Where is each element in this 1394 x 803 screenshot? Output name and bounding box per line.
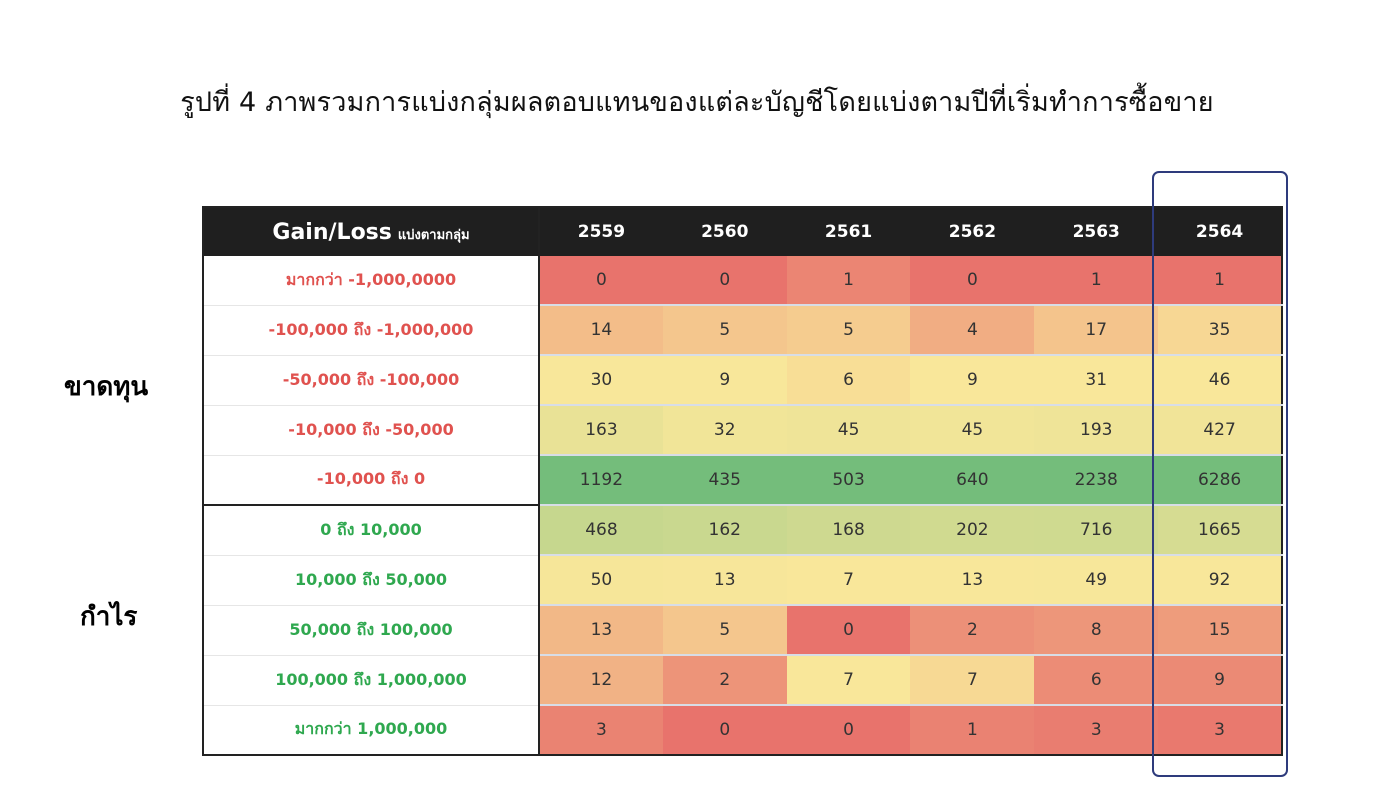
year-header-2564: 2564	[1158, 207, 1282, 256]
heat-cell: 9	[910, 355, 1035, 406]
table-row: 10,000 ถึง 50,000 50 13 7 13 49 92	[203, 555, 1282, 606]
year-header-2562: 2562	[910, 207, 1035, 256]
heat-cell: 1	[786, 256, 911, 306]
heat-cell: 168	[786, 504, 911, 556]
group-label-loss: ขาดทุน	[64, 372, 149, 402]
heat-cell: 7	[786, 555, 911, 606]
heat-cell: 5	[786, 305, 911, 356]
heat-cell: 9	[662, 355, 787, 406]
table-row: 0 ถึง 10,000 468 162 168 202 716 1665	[203, 504, 1282, 556]
heat-cell: 162	[662, 504, 787, 556]
figure-caption: รูปที่ 4 ภาพรวมการแบ่งกลุ่มผลตอบแทนของแต…	[180, 87, 1214, 118]
heat-cell: 13	[662, 555, 787, 606]
header-gain-loss: Gain/Loss แบ่งตามกลุ่ม	[203, 207, 540, 256]
heat-cell: 7	[910, 655, 1035, 706]
heat-cell: 1	[910, 705, 1035, 755]
heat-cell: 6286	[1158, 455, 1282, 506]
heat-cell: 640	[910, 455, 1035, 506]
heat-cell: 6	[1034, 655, 1159, 706]
heat-cell: 0	[539, 256, 663, 306]
row-label: 0 ถึง 10,000	[203, 504, 540, 556]
heat-cell: 13	[539, 605, 663, 656]
heat-cell: 2238	[1034, 455, 1159, 506]
heat-cell: 92	[1158, 555, 1282, 606]
heat-cell: 2	[662, 655, 787, 706]
year-header-2560: 2560	[662, 207, 787, 256]
row-label: 100,000 ถึง 1,000,000	[203, 655, 540, 706]
heat-cell: 427	[1158, 405, 1282, 456]
heat-cell: 0	[910, 256, 1035, 306]
heat-cell: 0	[662, 705, 787, 755]
heat-cell: 503	[786, 455, 911, 506]
heat-cell: 30	[539, 355, 663, 406]
heat-cell: 31	[1034, 355, 1159, 406]
heat-cell: 163	[539, 405, 663, 456]
header-gain-loss-sublabel: แบ่งตามกลุ่ม	[397, 227, 470, 243]
heat-cell: 45	[910, 405, 1035, 456]
year-header-2561: 2561	[786, 207, 911, 256]
heat-cell: 14	[539, 305, 663, 356]
heat-cell: 2	[910, 605, 1035, 656]
header-row: Gain/Loss แบ่งตามกลุ่ม 2559 2560 2561 2562 25…	[203, 207, 1282, 256]
heat-cell: 12	[539, 655, 663, 706]
heat-cell: 46	[1158, 355, 1282, 406]
heat-cell: 17	[1034, 305, 1159, 356]
heat-cell: 50	[539, 555, 663, 606]
group-label-profit: กำไร	[80, 602, 138, 632]
heat-cell: 3	[1034, 705, 1159, 755]
row-label: 10,000 ถึง 50,000	[203, 555, 540, 606]
heat-cell: 8	[1034, 605, 1159, 656]
table-row: มากกว่า -1,000,0000 0 0 1 0 1 1	[203, 256, 1282, 306]
table-row: 50,000 ถึง 100,000 13 5 0 2 8 15	[203, 605, 1282, 656]
year-header-2563: 2563	[1034, 207, 1159, 256]
heatmap-body: มากกว่า -1,000,0000 0 0 1 0 1 1 -100,000 ถึง -1…	[203, 256, 1282, 755]
heat-cell: 13	[910, 555, 1035, 606]
heat-cell: 3	[539, 705, 663, 755]
heat-cell: 193	[1034, 405, 1159, 456]
table-row: -100,000 ถึง -1,000,000 14 5 5 4 17 35	[203, 305, 1282, 356]
header-gain-loss-label: Gain/Loss	[272, 219, 392, 245]
heat-cell: 5	[662, 305, 787, 356]
row-label: -100,000 ถึง -1,000,000	[203, 305, 540, 356]
heat-cell: 716	[1034, 504, 1159, 556]
heat-cell: 3	[1158, 705, 1282, 755]
heat-cell: 202	[910, 504, 1035, 556]
row-label: 50,000 ถึง 100,000	[203, 605, 540, 656]
heat-cell: 0	[786, 605, 911, 656]
table-row: 100,000 ถึง 1,000,000 12 2 7 7 6 9	[203, 655, 1282, 706]
heat-cell: 32	[662, 405, 787, 456]
row-label: -10,000 ถึง 0	[203, 455, 540, 506]
table-row: -50,000 ถึง -100,000 30 9 6 9 31 46	[203, 355, 1282, 406]
heat-cell: 1665	[1158, 504, 1282, 556]
heat-cell: 0	[662, 256, 787, 306]
heat-cell: 5	[662, 605, 787, 656]
heat-cell: 15	[1158, 605, 1282, 656]
heat-cell: 1	[1034, 256, 1159, 306]
table-row: -10,000 ถึง 0 1192 435 503 640 2238 6286	[203, 455, 1282, 506]
heat-cell: 468	[539, 504, 663, 556]
table-row: -10,000 ถึง -50,000 163 32 45 45 193 427	[203, 405, 1282, 456]
heat-cell: 35	[1158, 305, 1282, 356]
heatmap-table: Gain/Loss แบ่งตามกลุ่ม 2559 2560 2561 2562 25…	[202, 206, 1283, 756]
heat-cell: 6	[786, 355, 911, 406]
heat-cell: 45	[786, 405, 911, 456]
year-header-2559: 2559	[539, 207, 663, 256]
heat-cell: 0	[786, 705, 911, 755]
heat-cell: 7	[786, 655, 911, 706]
row-label: มากกว่า -1,000,0000	[203, 256, 540, 306]
heat-cell: 1	[1158, 256, 1282, 306]
heat-cell: 435	[662, 455, 787, 506]
row-label: -10,000 ถึง -50,000	[203, 405, 540, 456]
row-label: มากกว่า 1,000,000	[203, 705, 540, 755]
heat-cell: 49	[1034, 555, 1159, 606]
heat-cell: 1192	[539, 455, 663, 506]
table-row: มากกว่า 1,000,000 3 0 0 1 3 3	[203, 705, 1282, 755]
row-label: -50,000 ถึง -100,000	[203, 355, 540, 406]
heat-cell: 9	[1158, 655, 1282, 706]
heat-cell: 4	[910, 305, 1035, 356]
